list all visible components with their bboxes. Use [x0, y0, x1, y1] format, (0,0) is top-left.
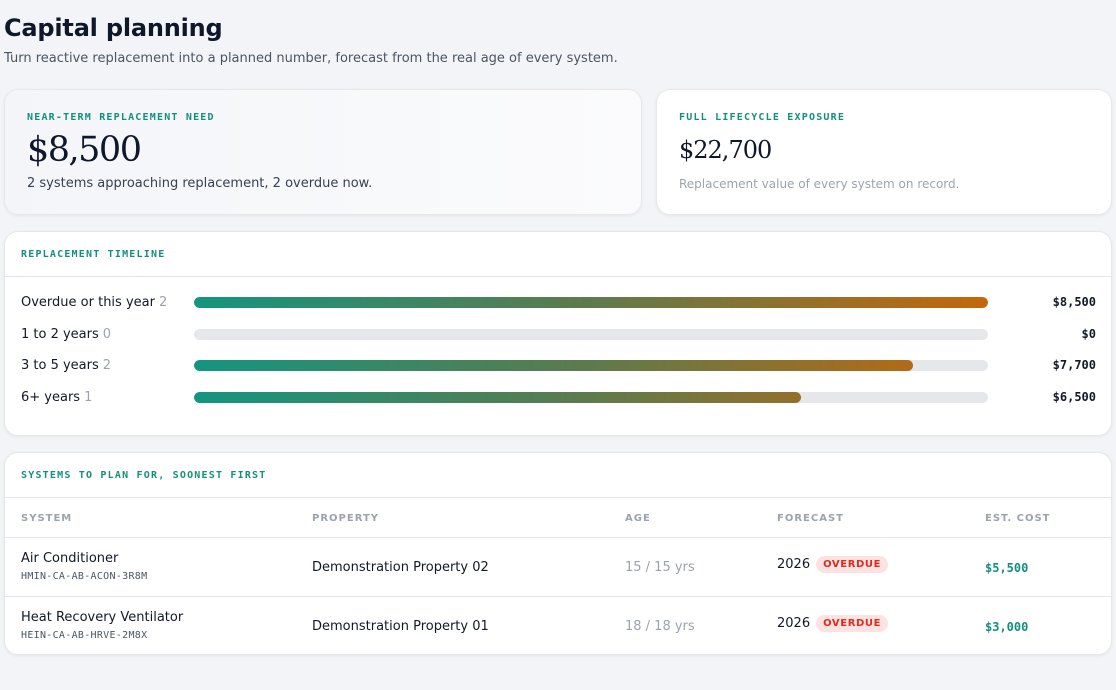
table-row[interactable]: Air Conditioner HMIN-CA-AB-ACON-3R8M Dem…: [5, 538, 1111, 596]
near-term-need-card: NEAR-TERM REPLACEMENT NEED $8,500 2 syst…: [4, 89, 642, 215]
near-term-need-label: NEAR-TERM REPLACEMENT NEED: [27, 112, 215, 123]
timeline-row-label: 6+ years: [21, 389, 81, 405]
timeline-row-label: Overdue or this year: [21, 294, 155, 310]
replacement-timeline-title: REPLACEMENT TIMELINE: [21, 248, 166, 260]
timeline-row-label: 3 to 5 years: [21, 357, 99, 373]
replacement-timeline-header: REPLACEMENT TIMELINE: [5, 232, 1111, 277]
near-term-need-caption: 2 systems approaching replacement, 2 ove…: [27, 176, 373, 191]
lifecycle-exposure-card: FULL LIFECYCLE EXPOSURE $22,700 Replacem…: [656, 89, 1112, 215]
timeline-row-amount: $0: [1081, 327, 1096, 341]
timeline-row-overdue: Overdue or this year 2 $8,500: [21, 292, 1096, 312]
table-divider: [5, 537, 1111, 538]
timeline-row-1-2-years: 1 to 2 years 0 $0: [21, 324, 1096, 344]
timeline-row-amount: $7,700: [1052, 358, 1096, 372]
systems-to-plan-title: SYSTEMS TO PLAN FOR, SOONEST FIRST: [21, 469, 267, 481]
system-est-cost: $3,000: [985, 620, 1029, 634]
column-header-property[interactable]: PROPERTY: [312, 513, 380, 524]
timeline-row-count: 2: [102, 357, 112, 373]
system-code: HMIN-CA-AB-ACON-3R8M: [21, 571, 148, 582]
forecast-year: 2026: [777, 557, 811, 572]
system-property: Demonstration Property 01: [312, 619, 489, 634]
overdue-badge: OVERDUE: [816, 556, 889, 573]
column-header-forecast[interactable]: FORECAST: [777, 513, 844, 524]
replacement-timeline-card: REPLACEMENT TIMELINE Overdue or this yea…: [4, 231, 1112, 436]
system-name: Air Conditioner: [21, 551, 119, 566]
forecast-year: 2026: [777, 616, 811, 631]
system-age: 15 / 15 yrs: [625, 560, 695, 575]
timeline-row-6-plus-years: 6+ years 1 $6,500: [21, 387, 1096, 407]
systems-to-plan-card: SYSTEMS TO PLAN FOR, SOONEST FIRST SYSTE…: [4, 452, 1112, 655]
column-header-system[interactable]: SYSTEM: [21, 513, 73, 524]
timeline-bar-fill: [194, 391, 802, 403]
system-property: Demonstration Property 02: [312, 560, 489, 575]
system-forecast: 2026 OVERDUE: [777, 615, 889, 632]
lifecycle-exposure-caption: Replacement value of every system on rec…: [679, 177, 960, 191]
timeline-bar-fill: [194, 359, 914, 371]
timeline-bar-fill: [194, 296, 988, 308]
lifecycle-exposure-value: $22,700: [679, 136, 772, 164]
system-forecast: 2026 OVERDUE: [777, 556, 889, 573]
system-age: 18 / 18 yrs: [625, 619, 695, 634]
timeline-row-amount: $6,500: [1052, 390, 1096, 404]
systems-to-plan-header: SYSTEMS TO PLAN FOR, SOONEST FIRST: [5, 453, 1111, 498]
system-est-cost: $5,500: [985, 561, 1029, 575]
lifecycle-exposure-label: FULL LIFECYCLE EXPOSURE: [679, 112, 846, 123]
timeline-bar-track: [194, 296, 988, 308]
timeline-row-label: 1 to 2 years: [21, 326, 99, 342]
overdue-badge: OVERDUE: [816, 615, 889, 632]
system-name: Heat Recovery Ventilator: [21, 610, 184, 625]
column-header-est-cost[interactable]: EST. COST: [985, 513, 1051, 524]
page-title: Capital planning: [4, 14, 223, 42]
timeline-row-count: 0: [102, 326, 112, 342]
timeline-row-3-5-years: 3 to 5 years 2 $7,700: [21, 355, 1096, 375]
column-header-age[interactable]: AGE: [625, 513, 651, 524]
timeline-bar-track: [194, 328, 988, 340]
table-divider: [5, 596, 1111, 597]
timeline-bar-track: [194, 391, 988, 403]
page-subtitle: Turn reactive replacement into a planned…: [4, 51, 618, 66]
table-row[interactable]: Heat Recovery Ventilator HEIN-CA-AB-HRVE…: [5, 597, 1111, 655]
near-term-need-value: $8,500: [27, 130, 142, 170]
system-code: HEIN-CA-AB-HRVE-2M8X: [21, 630, 148, 641]
timeline-row-count: 1: [84, 389, 93, 405]
timeline-row-count: 2: [158, 294, 168, 310]
timeline-bar-track: [194, 359, 988, 371]
timeline-row-amount: $8,500: [1052, 295, 1096, 309]
